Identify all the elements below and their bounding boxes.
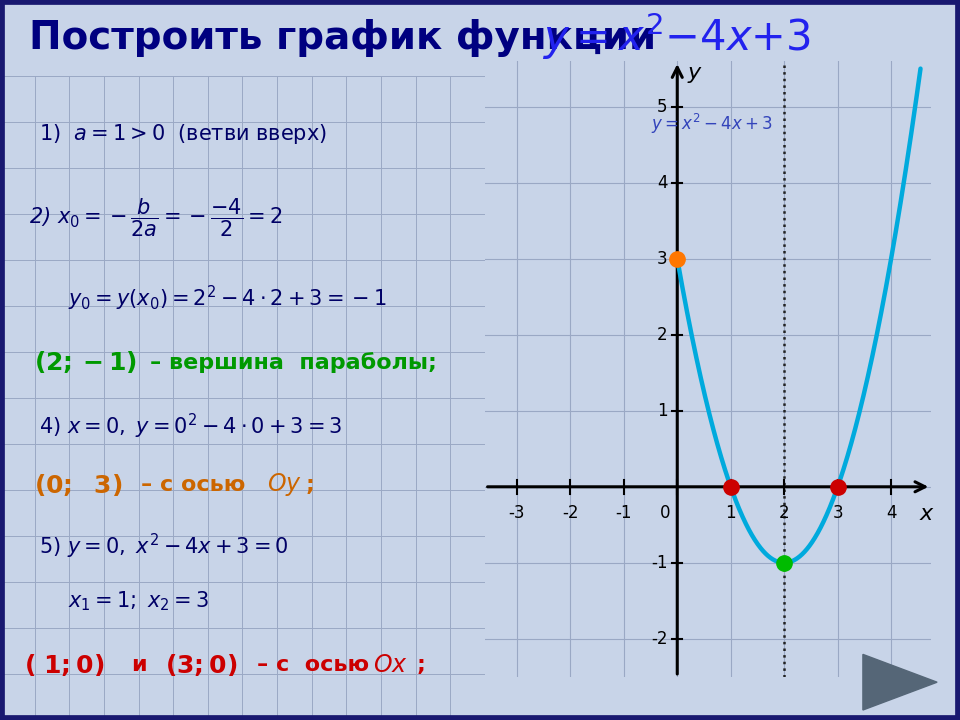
Text: $x_1 = 1;\ x_2 = 3$: $x_1 = 1;\ x_2 = 3$	[68, 589, 209, 613]
Text: $\mathit{Ox}$: $\mathit{Ox}$	[373, 653, 408, 678]
Text: 4) $x = 0,\ y = 0^2 - 4 \cdot 0 + 3 = 3$: 4) $x = 0,\ y = 0^2 - 4 \cdot 0 + 3 = 3$	[38, 412, 342, 441]
Text: 2: 2	[779, 503, 789, 521]
Text: – с  осью: – с осью	[257, 655, 377, 675]
Text: – вершина  параболы;: – вершина параболы;	[151, 352, 437, 373]
Text: 1: 1	[726, 503, 736, 521]
Text: $\mathit{Oy}$: $\mathit{Oy}$	[267, 472, 301, 498]
Text: 0: 0	[660, 503, 671, 521]
Text: -1: -1	[615, 503, 632, 521]
Text: – с осью: – с осью	[140, 474, 252, 495]
Text: 3: 3	[657, 250, 667, 268]
Text: 1)  $a = 1 > 0$  (ветви вверх): 1) $a = 1 > 0$ (ветви вверх)	[38, 122, 326, 145]
Text: -2: -2	[563, 503, 579, 521]
Text: 2: 2	[657, 325, 667, 343]
Text: $\mathbf{(2;-1)}$: $\mathbf{(2;-1)}$	[34, 349, 137, 375]
Text: $\mathbf{(0;\ \ 3)}$: $\mathbf{(0;\ \ 3)}$	[34, 472, 123, 498]
Text: $y_0 = y(x_0) = 2^2 - 4 \cdot 2 + 3 = -1$: $y_0 = y(x_0) = 2^2 - 4 \cdot 2 + 3 = -1…	[68, 283, 387, 312]
Text: 1: 1	[657, 402, 667, 420]
Text: $x$: $x$	[919, 503, 935, 523]
Text: $\mathbf{(3;0)}$: $\mathbf{(3;0)}$	[165, 652, 237, 678]
Text: $y = x^2{-}4x{+}3$: $y = x^2{-}4x{+}3$	[542, 11, 811, 62]
Text: 5) $y = 0,\ x^2 - 4x + 3 = 0$: 5) $y = 0,\ x^2 - 4x + 3 = 0$	[38, 531, 289, 561]
Text: $\mathbf{(\ 1;0)}$: $\mathbf{(\ 1;0)}$	[24, 652, 105, 678]
Text: -1: -1	[651, 554, 667, 572]
Text: ;: ;	[305, 474, 314, 495]
Text: $y$: $y$	[687, 65, 703, 85]
Text: и: и	[131, 655, 147, 675]
Text: -3: -3	[509, 503, 525, 521]
Text: 5: 5	[658, 98, 667, 116]
Text: 4: 4	[886, 503, 897, 521]
Text: $y = x^2 - 4x+3$: $y = x^2 - 4x+3$	[651, 112, 772, 135]
Text: 3: 3	[832, 503, 843, 521]
Text: ;: ;	[417, 655, 426, 675]
Text: Построить график функции: Построить график функции	[29, 19, 683, 57]
Polygon shape	[863, 654, 937, 710]
Text: -2: -2	[651, 630, 667, 648]
Text: 2) $x_0 = -\dfrac{b}{2a} = -\dfrac{-4}{2} = 2$: 2) $x_0 = -\dfrac{b}{2a} = -\dfrac{-4}{2…	[29, 196, 282, 238]
Text: 4: 4	[658, 174, 667, 192]
